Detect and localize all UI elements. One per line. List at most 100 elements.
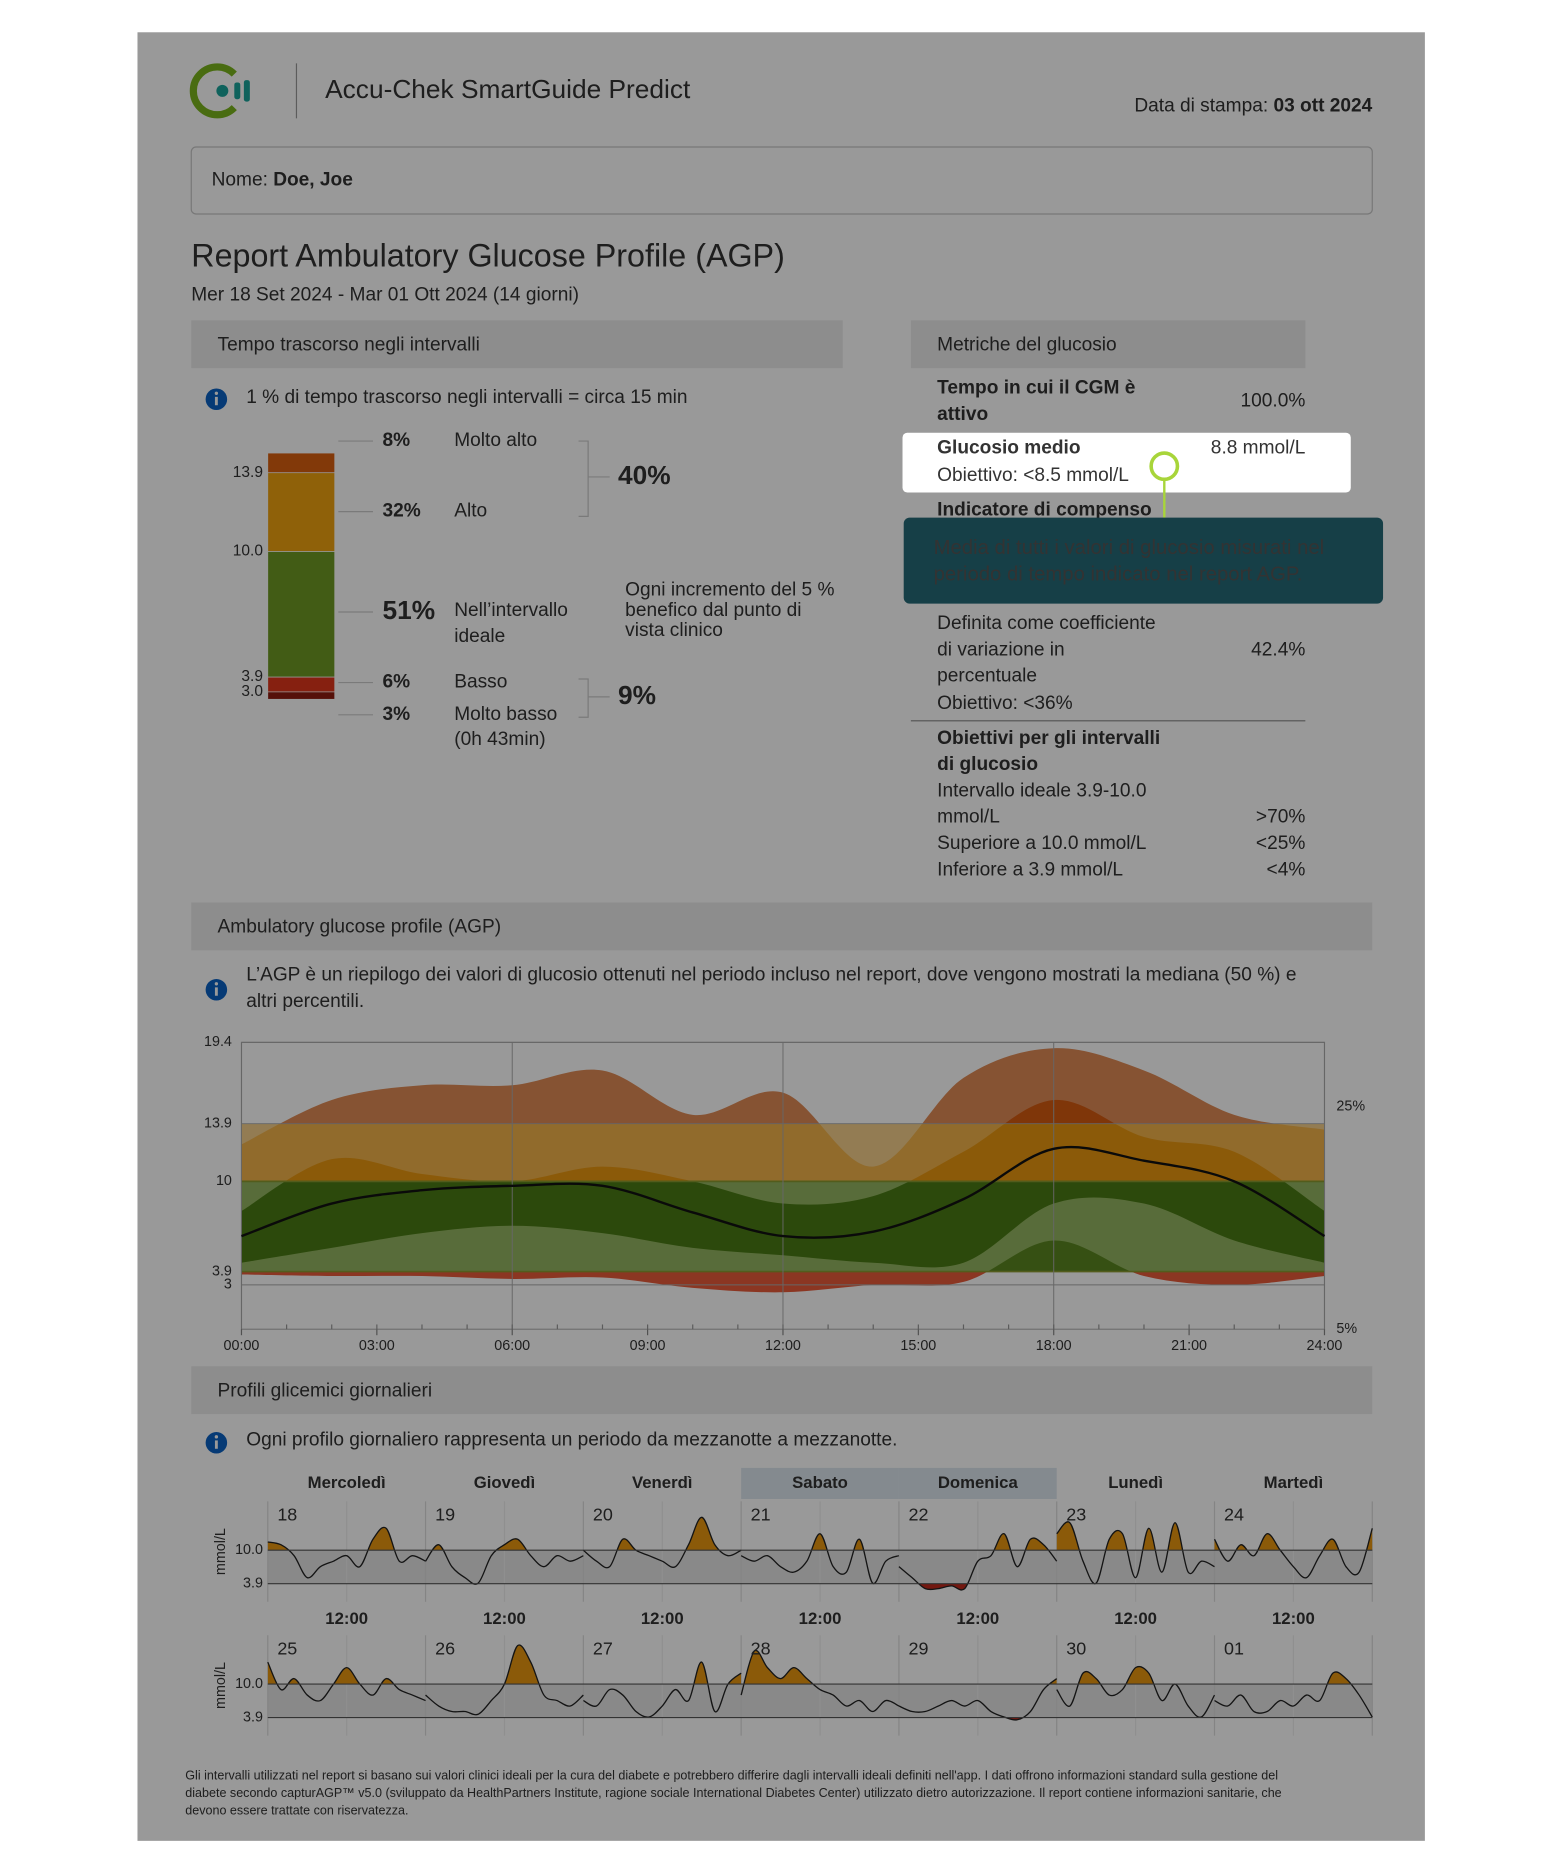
glucose-trace [898, 1678, 1058, 1721]
day-label: 18 [277, 1504, 297, 1524]
day-label: 27 [593, 1638, 613, 1658]
range-boundary-label: 13.9 [233, 464, 263, 481]
day-label: 24 [1224, 1504, 1244, 1524]
target-label: Superiore a 10.0 mmol/L [937, 833, 1146, 854]
y-tick-label: 3 [224, 1277, 232, 1293]
glucose-trace [267, 1661, 426, 1702]
modal-overlay [137, 32, 1425, 1841]
range-segment [267, 551, 336, 678]
metric-value: 100.0% [1241, 391, 1306, 412]
x-tick-label: 03:00 [359, 1338, 395, 1354]
range-group-total: 40% [618, 460, 671, 490]
info-text: 1 % di tempo trascorso negli intervalli … [246, 387, 687, 408]
y-tick-label: 10.0 [235, 1676, 263, 1692]
glucose-trace [1214, 1671, 1373, 1718]
x-tick-label: 24:00 [1307, 1338, 1343, 1354]
range-boundary-label: 10.0 [233, 543, 264, 560]
weekday-label: Sabato [792, 1473, 848, 1492]
glucose-trace [425, 1538, 584, 1585]
metric-target: Obiettivo: <8.5 mmol/L [937, 465, 1129, 486]
tooltip-anchor [1149, 451, 1180, 482]
noon-label: 12:00 [956, 1609, 999, 1628]
above-range-area [267, 1527, 426, 1551]
metric-target: Obiettivo: <36% [937, 693, 1072, 714]
app-name: Accu-Chek SmartGuide Predict [325, 74, 691, 104]
metric-name: attivo [937, 404, 988, 425]
percentile-label: 25% [1336, 1099, 1365, 1115]
logo-bar [243, 80, 250, 102]
range-segment [267, 691, 336, 700]
info-icon-glyph [214, 982, 219, 986]
info-icon-glyph [214, 391, 219, 395]
day-label: 21 [751, 1504, 771, 1524]
patient-name-value: Doe, Joe [273, 170, 353, 191]
target-label: Inferiore a 3.9 mmol/L [937, 859, 1123, 880]
above-range-area [583, 1662, 742, 1685]
footer-text: Gli intervalli utilizzati nel report si … [185, 1769, 1278, 1783]
section-header [191, 320, 843, 369]
weekday-label: Venerdì [632, 1473, 692, 1492]
section-header [191, 902, 1373, 951]
metric-name: Indicatore di compenso [937, 499, 1152, 520]
range-percent: 32% [383, 501, 421, 522]
y-tick-label: 3.9 [212, 1263, 232, 1279]
y-tick-label: 19.4 [204, 1034, 232, 1050]
above-range-area [583, 1517, 742, 1551]
bracket [578, 678, 610, 718]
glucose-trace [898, 1533, 1058, 1591]
day-label: 30 [1066, 1638, 1086, 1658]
noon-label: 12:00 [1272, 1609, 1315, 1628]
y-tick-label: 3.9 [243, 1575, 263, 1591]
metric-description: percentuale [937, 666, 1037, 687]
highlight-box [902, 432, 1351, 493]
footer-text: devono essere trattate con riservatezza. [185, 1803, 408, 1817]
noon-label: 12:00 [1114, 1609, 1157, 1628]
noon-label: 12:00 [641, 1609, 684, 1628]
bracket [578, 440, 610, 517]
above-range-area [1056, 1521, 1215, 1551]
y-tick-label: 3.9 [243, 1709, 263, 1725]
section-title: Ambulatory glucose profile (AGP) [218, 917, 502, 938]
y-tick-label: 13.9 [204, 1115, 232, 1131]
metric-name: di glucosio [937, 754, 1038, 775]
noon-label: 12:00 [799, 1609, 842, 1628]
x-tick-label: 12:00 [765, 1338, 801, 1354]
info-icon-glyph [214, 396, 218, 406]
y-tick-label: 10.0 [235, 1542, 263, 1558]
y-axis-label: mmol/L [213, 1662, 229, 1709]
y-axis-label: mmol/L [213, 1528, 229, 1575]
section-header [910, 320, 1306, 369]
info-text: altri percentili. [246, 991, 364, 1012]
report-title: Report Ambulatory Glucose Profile (AGP) [191, 238, 785, 274]
range-name-line: ideale [454, 626, 505, 647]
section-title: Profili glicemici giornalieri [218, 1380, 433, 1401]
section-header [191, 1366, 1373, 1415]
info-icon-glyph [214, 987, 218, 996]
tooltip [903, 517, 1384, 604]
day-label: 28 [751, 1638, 771, 1658]
x-tick-label: 18:00 [1036, 1338, 1072, 1354]
glucose-trace [583, 1661, 742, 1718]
section-title: Tempo trascorso negli intervalli [218, 335, 480, 356]
range-duration: (0h 43min) [454, 729, 545, 750]
range-name: Nell’intervallo ideale [454, 600, 568, 647]
noon-label: 12:00 [325, 1609, 368, 1628]
x-tick-label: 09:00 [630, 1338, 666, 1354]
range-group-total: 9% [618, 680, 656, 710]
range-percent: 6% [383, 672, 411, 693]
range-name: Molto basso [454, 704, 557, 725]
logo-dot [216, 84, 229, 97]
glucose-trace [1056, 1521, 1215, 1585]
above-range-area [1214, 1528, 1373, 1551]
range-name-line: Nell’intervallo [454, 600, 568, 621]
print-label: Data di stampa: [1134, 95, 1268, 116]
x-tick-label: 21:00 [1171, 1338, 1207, 1354]
y-tick-label: 10 [216, 1173, 232, 1189]
patient-name: Nome: Doe, Joe [212, 170, 353, 191]
day-label: 25 [277, 1638, 297, 1658]
report-period: Mer 18 Set 2024 - Mar 01 Ott 2024 (14 gi… [191, 284, 579, 305]
day-label: 01 [1224, 1638, 1244, 1658]
patient-label: Nome: [212, 170, 268, 191]
range-percent: 8% [383, 430, 411, 451]
day-label: 20 [593, 1504, 613, 1524]
